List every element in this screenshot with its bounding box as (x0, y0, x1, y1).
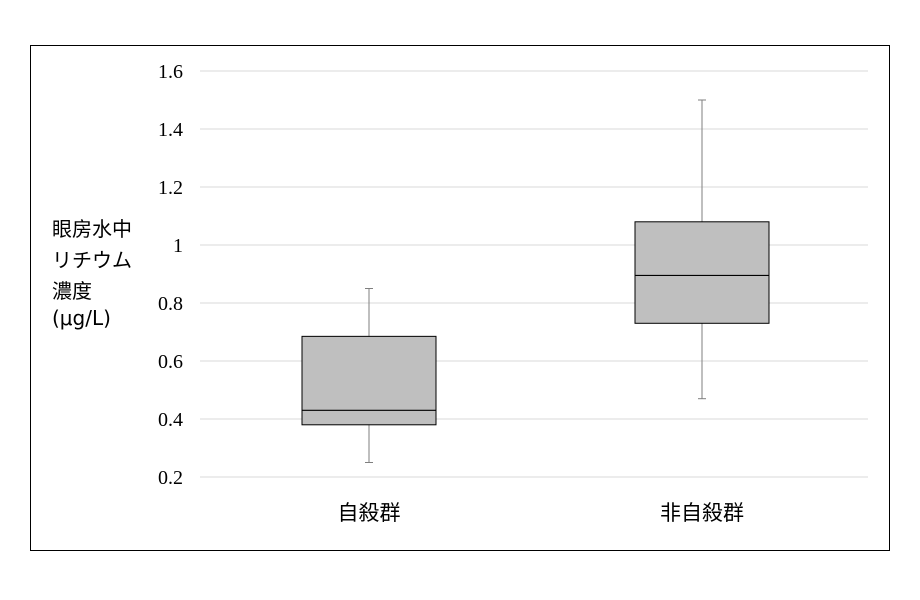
box-group-2 (634, 99, 770, 400)
box-group-1 (301, 288, 437, 463)
y-tick-label: 1 (173, 235, 183, 257)
y-tick-label: 1.4 (158, 119, 183, 141)
iqr-box (634, 221, 770, 324)
y-axis-label-line-1: 眼房水中 (52, 217, 132, 241)
y-axis-label-line-2: リチウム (52, 248, 132, 272)
x-category-label: 自殺群 (338, 501, 401, 525)
chart-frame (30, 45, 890, 551)
y-axis-label-line-4: (μg/L) (52, 306, 111, 330)
y-tick-label: 1.2 (158, 177, 183, 199)
boxes (301, 99, 770, 463)
y-tick-label: 0.2 (158, 467, 183, 489)
y-tick-label: 0.4 (158, 409, 183, 431)
y-tick-label: 0.8 (158, 293, 183, 315)
x-category-label: 非自殺群 (660, 501, 744, 525)
iqr-box (301, 335, 437, 426)
y-axis-ticks: 0.2 0.4 0.6 0.8 1 1.2 1.4 1.6 (158, 61, 183, 489)
y-axis-label-line-3: 濃度 (52, 279, 92, 303)
y-tick-label: 1.6 (158, 61, 183, 83)
x-axis-categories: 自殺群 非自殺群 (338, 501, 745, 525)
y-tick-label: 0.6 (158, 351, 183, 373)
